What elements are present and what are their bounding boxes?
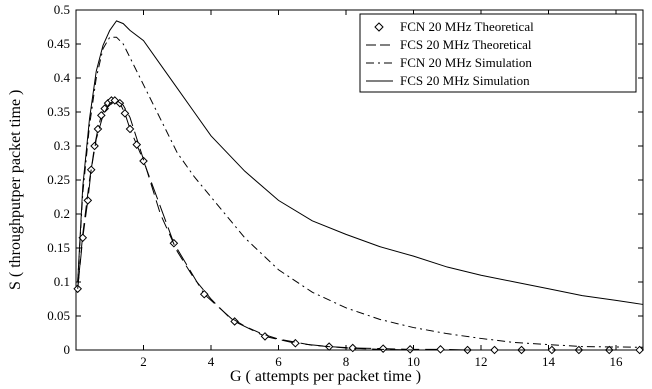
x-tick-label: 4 xyxy=(208,354,215,369)
legend-marker xyxy=(374,22,384,32)
y-tick-label: 0.15 xyxy=(47,240,70,255)
legend: FCN 20 MHz Theoretical FCS 20 MHz Theoret… xyxy=(359,13,637,93)
diamond-marker xyxy=(436,345,445,354)
x-tick-label: 12 xyxy=(475,354,488,369)
y-tick-label: 0.5 xyxy=(54,2,70,17)
y-tick-label: 0 xyxy=(64,342,71,357)
diamond-marker xyxy=(378,344,388,353)
y-tick-label: 0.2 xyxy=(54,206,70,221)
legend-label: FCS 20 MHz Theoretical xyxy=(400,37,532,52)
diamond-marker xyxy=(83,196,93,205)
diamond-marker xyxy=(230,317,239,326)
diamond-marker xyxy=(348,343,358,353)
series-group xyxy=(73,20,644,355)
y-tick-label: 0.1 xyxy=(54,274,70,289)
legend-box xyxy=(359,13,637,93)
diamond-marker xyxy=(635,345,644,355)
x-tick-label: 10 xyxy=(407,354,420,369)
legend-label: FCN 20 MHz Theoretical xyxy=(400,19,534,34)
y-tick-label: 0.05 xyxy=(47,308,70,323)
y-tick-label: 0.25 xyxy=(47,172,70,187)
y-tick-label: 0.4 xyxy=(54,70,71,85)
legend-label: FCN 20 MHz Simulation xyxy=(400,55,532,70)
diamond-marker xyxy=(547,345,557,355)
diamond-marker xyxy=(73,284,82,294)
diamond-marker xyxy=(405,345,415,354)
x-tick-label: 2 xyxy=(140,354,147,369)
y-tick-label: 0.45 xyxy=(47,36,70,51)
x-tick-label: 8 xyxy=(343,354,350,369)
series-line-2 xyxy=(77,99,643,351)
diamond-marker xyxy=(199,289,209,299)
y-tick-label: 0.35 xyxy=(47,104,70,119)
series-line-4 xyxy=(77,20,644,305)
x-tick-label: 6 xyxy=(275,354,282,369)
x-tick-label: 16 xyxy=(610,354,624,369)
y-axis-label: S ( throughputper packet time ) xyxy=(7,90,24,290)
diamond-marker xyxy=(139,156,148,166)
x-tick-label: 14 xyxy=(542,354,556,369)
diamond-marker xyxy=(120,109,130,118)
x-axis-label: G ( attempts per packet time ) xyxy=(230,368,421,385)
diamond-marker xyxy=(97,111,106,120)
diamond-marker xyxy=(90,141,99,151)
series-line-3 xyxy=(77,36,644,348)
y-tick-label: 0.3 xyxy=(54,138,70,153)
legend-label: FCS 20 MHz Simulation xyxy=(400,73,530,88)
diamond-marker xyxy=(490,345,499,355)
diamond-marker xyxy=(125,124,135,134)
